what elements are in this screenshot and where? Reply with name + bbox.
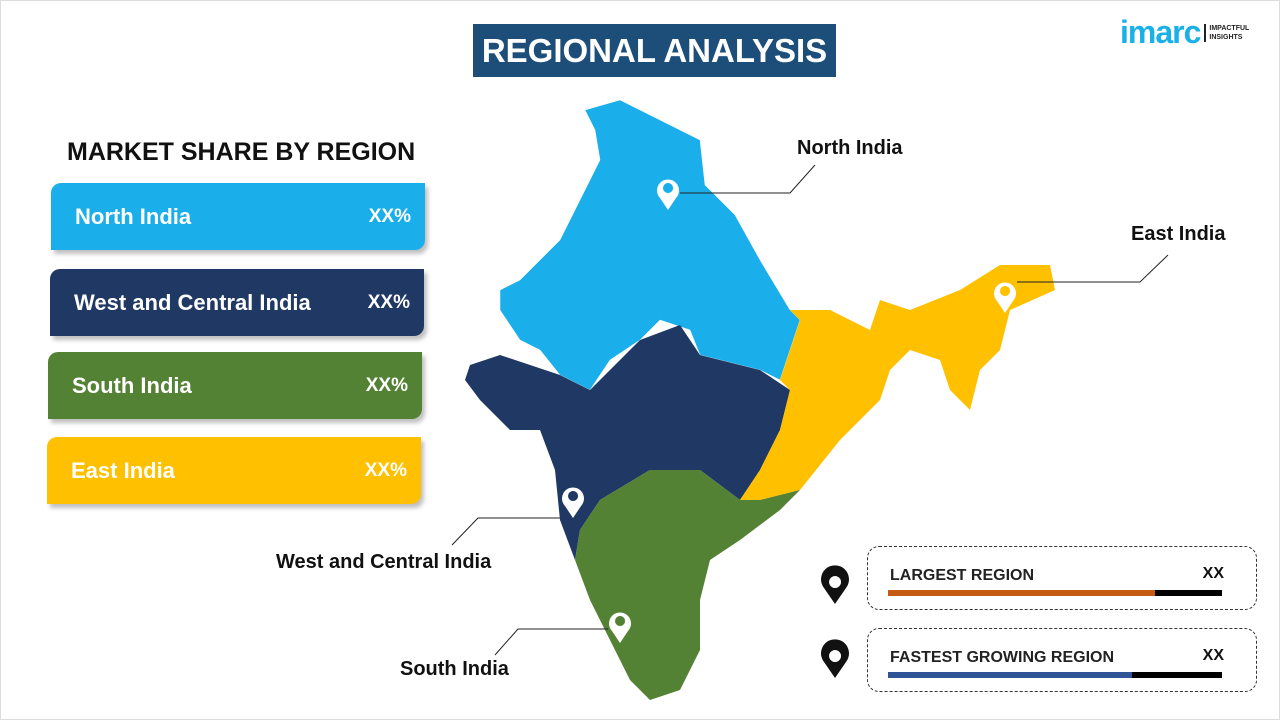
region-bar-north: North India XX%	[51, 183, 425, 250]
map-region-west-central	[465, 325, 790, 560]
region-bar-west-central: West and Central India XX%	[50, 269, 424, 336]
stat-value: XX	[1202, 647, 1224, 664]
map-pins	[562, 179, 1017, 643]
logo-brand: imarc	[1120, 14, 1201, 50]
stat-card-largest: LARGEST REGION XX	[867, 546, 1257, 610]
pin-icon-largest	[821, 565, 849, 604]
pin-icon-fastest	[821, 639, 849, 678]
pin-icon-north	[656, 179, 679, 210]
region-bar-south: South India XX%	[48, 352, 422, 419]
map-label-south: South India	[400, 658, 509, 680]
region-bar-east: East India XX%	[47, 437, 421, 504]
logo-tagline: IMPACTFUL INSIGHTS	[1204, 23, 1249, 42]
pin-icon-east	[994, 282, 1017, 313]
map-region-south	[575, 470, 800, 700]
stat-value: XX	[1202, 565, 1224, 582]
map-region-east	[740, 265, 1055, 500]
legend-pins	[821, 565, 849, 678]
stat-label: LARGEST REGION	[890, 567, 1035, 584]
stat-card-fastest: FASTEST GROWING REGION XX	[867, 628, 1257, 692]
map-region-north	[499, 99, 801, 391]
stat-label: FASTEST GROWING REGION	[890, 649, 1115, 666]
map-label-west: West and Central India	[276, 551, 492, 573]
map-label-east: East India	[1131, 223, 1226, 245]
map-label-north: North India	[797, 137, 903, 159]
page-title: REGIONAL ANALYSIS	[473, 24, 836, 77]
leader-lines	[451, 164, 1169, 656]
pin-icon-west	[562, 487, 585, 518]
imarc-logo: imarc IMPACTFUL INSIGHTS	[1120, 14, 1249, 51]
pin-icon-south	[609, 612, 631, 643]
stat-progress	[888, 590, 1222, 596]
stat-progress	[888, 672, 1222, 678]
panel-title: MARKET SHARE BY REGION	[67, 138, 416, 166]
